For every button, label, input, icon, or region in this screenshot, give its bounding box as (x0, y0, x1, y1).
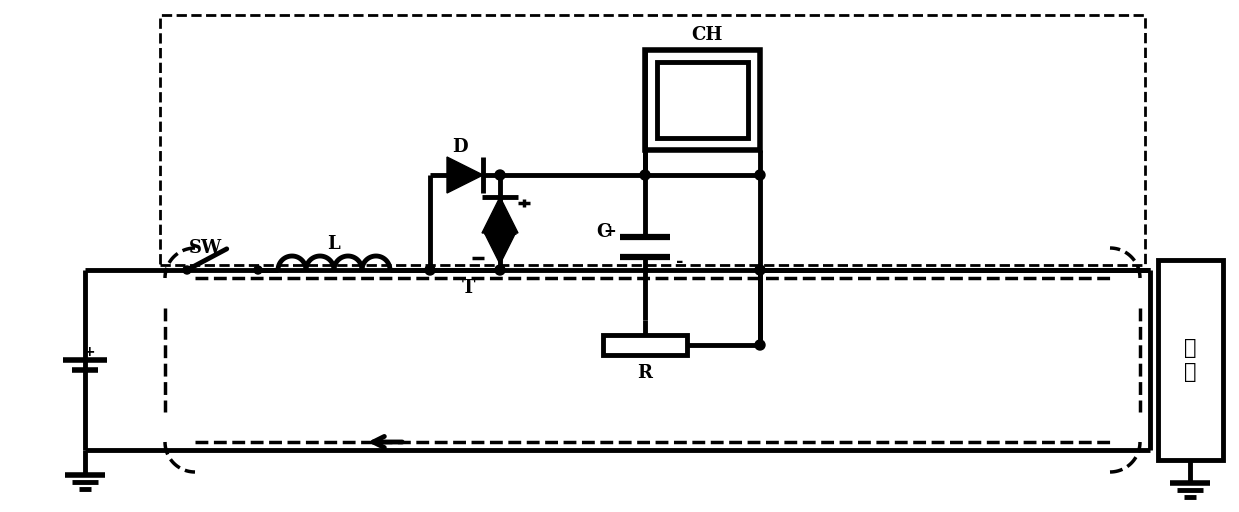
Text: D: D (452, 138, 468, 156)
Text: T: T (461, 279, 475, 297)
Text: +: + (603, 224, 616, 240)
Circle shape (425, 265, 435, 275)
Text: -: - (676, 253, 684, 271)
Circle shape (755, 265, 764, 275)
Bar (657, 62, 748, 138)
Circle shape (254, 266, 261, 274)
FancyBboxPatch shape (603, 335, 686, 355)
Bar (646, 50, 760, 150)
Polygon shape (484, 232, 515, 264)
Text: R: R (638, 364, 653, 382)
Circle shape (755, 170, 764, 180)
Circle shape (496, 265, 506, 275)
Text: +: + (83, 345, 95, 359)
Text: CH: CH (691, 26, 722, 44)
Circle shape (183, 266, 191, 274)
Circle shape (641, 170, 650, 180)
Text: C: C (596, 223, 610, 241)
Text: L: L (327, 235, 341, 253)
Text: 负
载: 负 载 (1183, 338, 1196, 381)
Bar (1158, 260, 1223, 460)
Text: SW: SW (188, 239, 222, 257)
Bar (160, 15, 1145, 265)
Polygon shape (447, 157, 483, 193)
Polygon shape (482, 197, 518, 233)
Circle shape (496, 170, 506, 180)
Circle shape (755, 340, 764, 350)
